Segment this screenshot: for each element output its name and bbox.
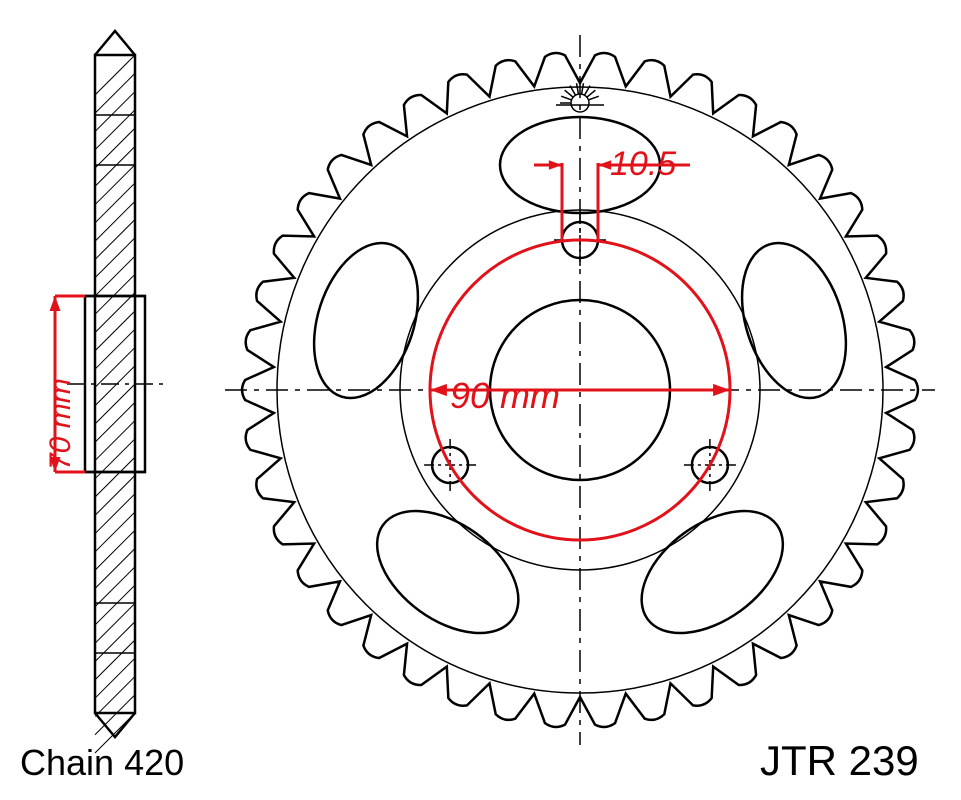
height-dim: 70 mm	[44, 378, 77, 470]
side-profile	[67, 31, 163, 753]
bore-dim: 90 mm	[450, 375, 560, 416]
chain-label: Chain 420	[20, 742, 184, 783]
part-number: JTR 239	[760, 737, 919, 784]
bolt-dim: 10.5	[610, 145, 676, 183]
